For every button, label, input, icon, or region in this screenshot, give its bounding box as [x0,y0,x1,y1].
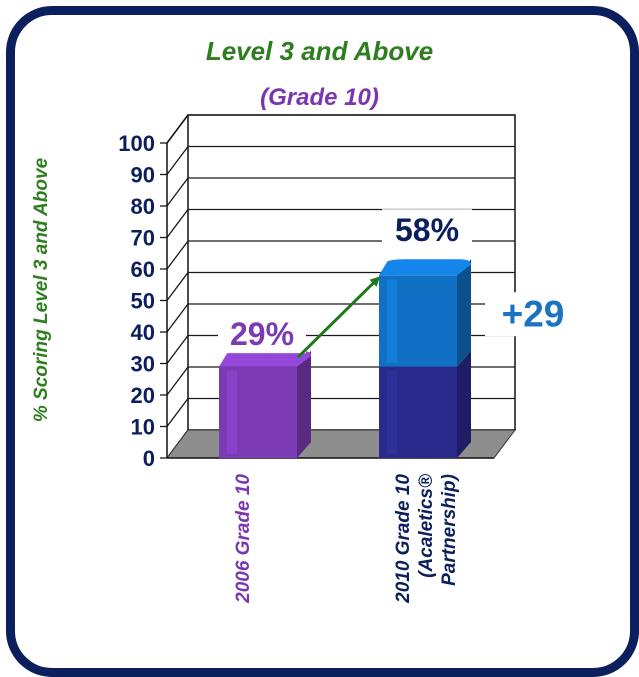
y-tick-label-30: 30 [131,352,155,377]
gain-annotation: +29 [485,292,581,337]
gridline-side-40 [166,303,189,333]
y-tick-label-20: 20 [131,383,155,408]
y-tick-label-100: 100 [118,131,155,156]
bar-2010-gain-top [379,259,471,276]
y-tick-label-80: 80 [131,194,155,219]
gain-annotation-bg [485,292,581,337]
gridline-side-80 [166,177,189,207]
data-label-2010: 58% [382,209,472,250]
chart-subtitle: (Grade 10) [260,84,379,111]
growth-arrow [296,276,381,359]
x-category-2010: 2010 Grade 10 (Acaletics® Partnership) [392,474,461,603]
y-tick-label-60: 60 [131,257,155,282]
gridline-side-90 [166,146,189,175]
bar-2006-side [297,350,311,458]
left-wall-top-edge [166,114,189,144]
bar-2010-baseline-side [457,350,471,458]
gridline-side-20 [166,366,189,396]
y-tick-label-10: 10 [131,415,155,440]
bar-2010-gain [379,259,471,367]
data-label-2006-bg [218,313,306,354]
y-tick-label-90: 90 [131,163,155,188]
gridline-side-30 [166,335,189,364]
bar-2010-gain-highlight [387,279,397,363]
y-tick-label-70: 70 [131,226,155,251]
x-category-2006: 2006 Grade 10 [232,474,255,603]
data-label-2006-text: 29% [230,316,294,352]
bar-2006 [219,350,311,458]
x-category-2010-line-3: Partnership) [439,474,460,586]
data-label-2010-bg [382,209,472,250]
x-category-2010-line-1: 2010 Grade 10 [393,474,414,603]
bar-2010-gain-side [457,259,471,367]
bar-2010-baseline-front [379,366,457,458]
data-label-2006: 29% [218,313,306,354]
x-category-2010-line-2: (Acaletics® [416,474,437,578]
x-category-2006-line-1: 2006 Grade 10 [233,474,254,603]
gridline-side-70 [166,209,189,238]
y-tick-label-50: 50 [131,289,155,314]
bar-2010-baseline [379,350,471,458]
gridline-side-50 [166,272,189,301]
bar-2006-highlight [227,370,237,454]
y-tick-label-40: 40 [131,320,155,345]
bar-2010-gain-front [379,275,457,367]
gridline-side-60 [166,240,189,270]
bar-2006-top [219,350,311,367]
bar-2010-baseline-highlight [387,370,397,454]
gain-annotation-text: +29 [502,294,565,335]
bar-2006-front [219,366,297,458]
chart-title: Level 3 and Above [205,36,434,66]
y-tick-label-0: 0 [143,446,155,471]
gridline-side-10 [166,398,189,427]
data-label-2010-text: 58% [395,212,459,248]
